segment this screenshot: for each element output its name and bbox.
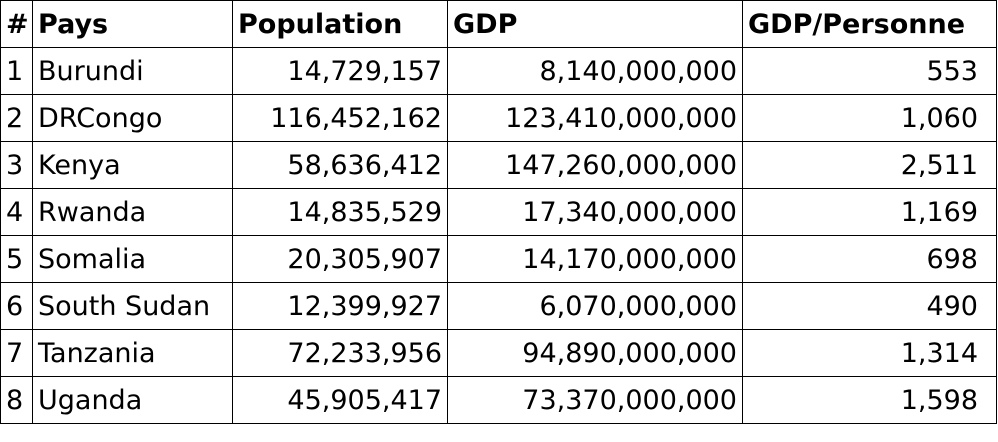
country-cell: Somalia [32, 235, 233, 283]
population-cell: 58,636,412 [232, 141, 448, 189]
population-cell: 20,305,907 [232, 235, 448, 283]
row-index: 2 [0, 94, 33, 142]
gdp-cell: 6,070,000,000 [447, 282, 743, 330]
table-row: 3 Kenya 58,636,412 147,260,000,000 2,511 [0, 141, 997, 189]
gdp-cell: 94,890,000,000 [447, 329, 743, 377]
gdp-cell: 73,370,000,000 [447, 376, 743, 424]
gdp-per-person-cell: 698 [742, 235, 997, 283]
gdp-per-person-cell: 1,314 [742, 329, 997, 377]
row-index: 5 [0, 235, 33, 283]
population-cell: 14,835,529 [232, 188, 448, 236]
header-index: # [0, 0, 33, 48]
gdp-cell: 8,140,000,000 [447, 47, 743, 95]
table-row: 4 Rwanda 14,835,529 17,340,000,000 1,169 [0, 188, 997, 236]
header-row: # Pays Population GDP GDP/Personne [0, 0, 997, 48]
country-cell: Tanzania [32, 329, 233, 377]
population-cell: 116,452,162 [232, 94, 448, 142]
population-cell: 72,233,956 [232, 329, 448, 377]
gdp-per-person-cell: 490 [742, 282, 997, 330]
gdp-per-person-cell: 2,511 [742, 141, 997, 189]
table-row: 2 DRCongo 116,452,162 123,410,000,000 1,… [0, 94, 997, 142]
gdp-cell: 147,260,000,000 [447, 141, 743, 189]
gdp-per-person-cell: 553 [742, 47, 997, 95]
table-row: 1 Burundi 14,729,157 8,140,000,000 553 [0, 47, 997, 95]
country-cell: Rwanda [32, 188, 233, 236]
table-row: 6 South Sudan 12,399,927 6,070,000,000 4… [0, 282, 997, 330]
table-row: 5 Somalia 20,305,907 14,170,000,000 698 [0, 235, 997, 283]
header-population: Population [232, 0, 448, 48]
gdp-cell: 17,340,000,000 [447, 188, 743, 236]
gdp-per-person-cell: 1,169 [742, 188, 997, 236]
population-cell: 12,399,927 [232, 282, 448, 330]
header-pays: Pays [32, 0, 233, 48]
row-index: 1 [0, 47, 33, 95]
population-cell: 45,905,417 [232, 376, 448, 424]
gdp-per-person-cell: 1,598 [742, 376, 997, 424]
gdp-cell: 14,170,000,000 [447, 235, 743, 283]
country-cell: Uganda [32, 376, 233, 424]
header-gdp: GDP [447, 0, 743, 48]
row-index: 6 [0, 282, 33, 330]
population-cell: 14,729,157 [232, 47, 448, 95]
header-gdp-per-person: GDP/Personne [742, 0, 997, 48]
table-row: 8 Uganda 45,905,417 73,370,000,000 1,598 [0, 376, 997, 424]
gdp-per-person-cell: 1,060 [742, 94, 997, 142]
data-table: # Pays Population GDP GDP/Personne 1 Bur… [0, 0, 997, 424]
country-cell: Kenya [32, 141, 233, 189]
row-index: 4 [0, 188, 33, 236]
row-index: 7 [0, 329, 33, 377]
country-cell: Burundi [32, 47, 233, 95]
table-row: 7 Tanzania 72,233,956 94,890,000,000 1,3… [0, 329, 997, 377]
country-cell: South Sudan [32, 282, 233, 330]
row-index: 3 [0, 141, 33, 189]
row-index: 8 [0, 376, 33, 424]
country-cell: DRCongo [32, 94, 233, 142]
gdp-cell: 123,410,000,000 [447, 94, 743, 142]
